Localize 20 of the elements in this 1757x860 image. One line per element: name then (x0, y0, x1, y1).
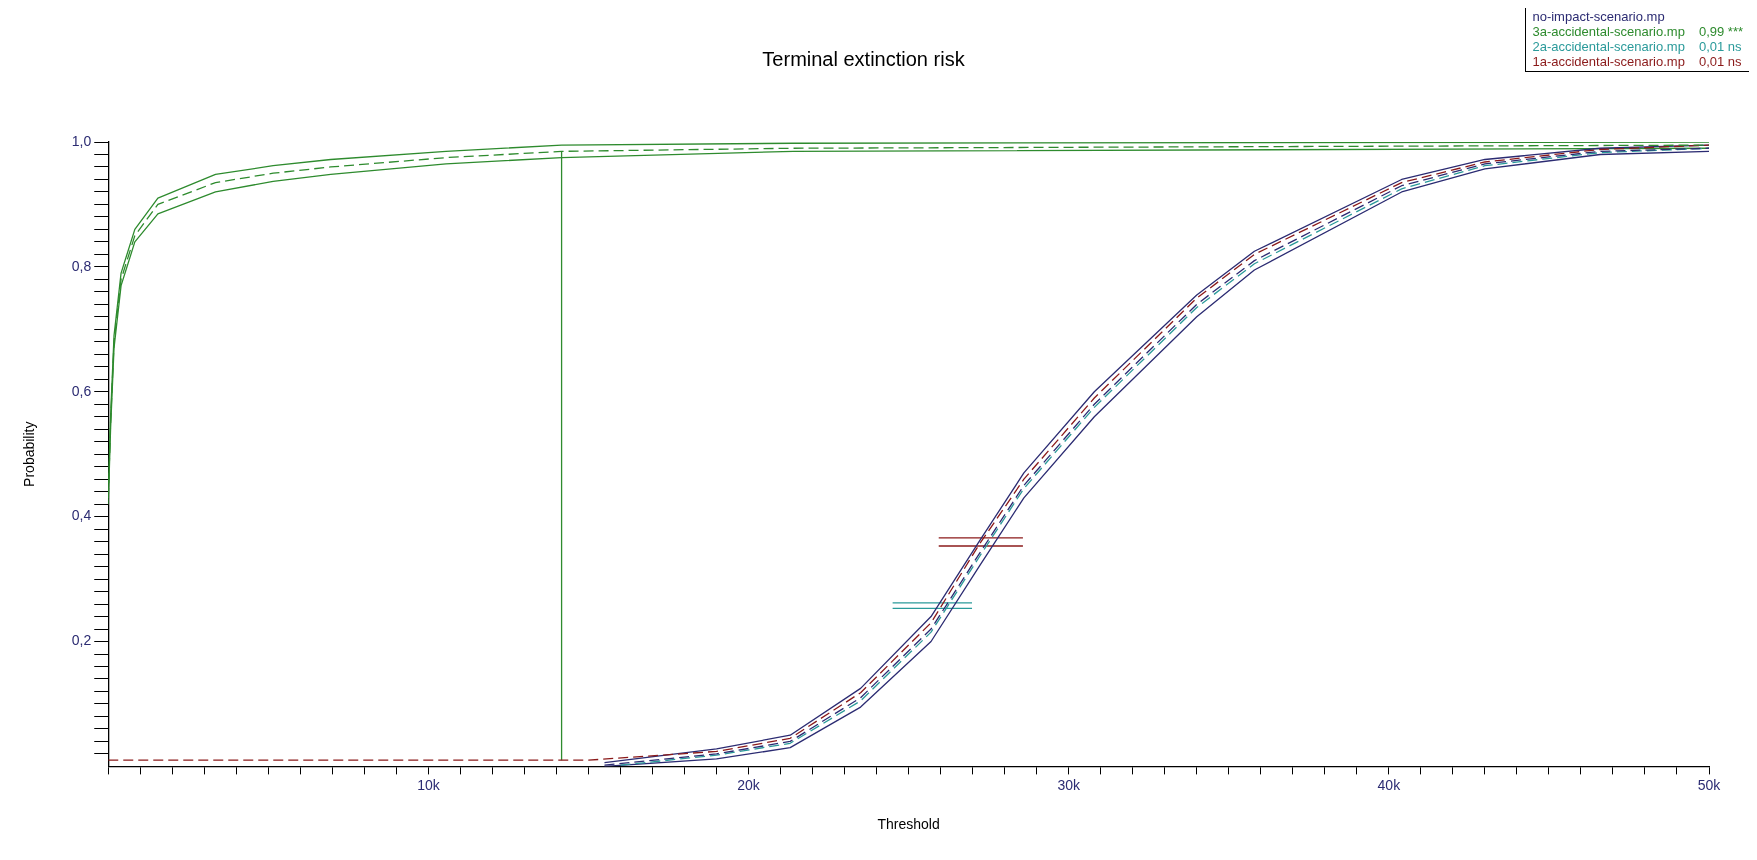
text: 0,99 *** (1698, 24, 1743, 39)
text: 0,01 ns (1698, 39, 1743, 54)
x-tick-label: 30k (1057, 776, 1081, 793)
x-tick-label: 10k (417, 776, 441, 793)
y-tick-label: 0,2 (71, 632, 92, 649)
y-tick-label: 0,8 (71, 257, 92, 274)
text: 0,01 ns (1698, 54, 1743, 69)
x-axis-title: Threshold (877, 816, 940, 833)
x-tick-label: 50k (1697, 776, 1722, 793)
text: 2a-accidental-scenario.mp (1532, 39, 1686, 54)
text: 3a-accidental-scenario.mp (1532, 24, 1686, 39)
text: no-impact-scenario.mp (1532, 9, 1666, 24)
x-tick-label: 40k (1377, 776, 1402, 793)
y-axis-title: Probability (21, 421, 38, 487)
text: 1a-accidental-scenario.mp (1532, 54, 1686, 69)
chart-title: Terminal extinction risk (762, 47, 966, 70)
y-tick-label: 0,4 (71, 507, 92, 524)
y-tick-label: 0,6 (71, 382, 92, 399)
y-tick-label: 1,0 (71, 132, 92, 149)
x-tick-label: 20k (737, 776, 761, 793)
